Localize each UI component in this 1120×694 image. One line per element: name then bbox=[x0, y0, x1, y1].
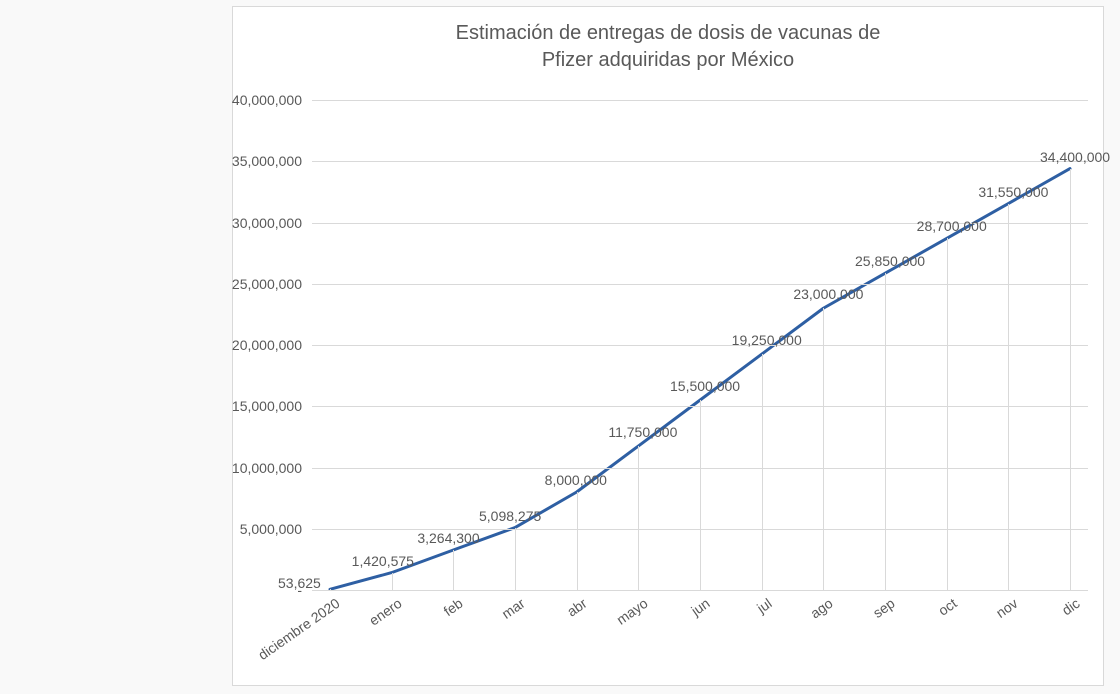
drop-line bbox=[515, 528, 516, 590]
data-label: 25,850,000 bbox=[855, 253, 925, 269]
gridline bbox=[312, 345, 1088, 346]
gridline bbox=[312, 100, 1088, 101]
data-label: 19,250,000 bbox=[732, 332, 802, 348]
drop-line bbox=[453, 550, 454, 590]
drop-line bbox=[1070, 169, 1071, 590]
data-label: 53,625 bbox=[278, 575, 321, 591]
drop-line bbox=[700, 400, 701, 590]
y-tick-label: 15,000,000 bbox=[232, 398, 312, 414]
data-label: 8,000,000 bbox=[545, 472, 607, 488]
drop-line bbox=[762, 354, 763, 590]
drop-line bbox=[947, 238, 948, 590]
y-tick-label: 35,000,000 bbox=[232, 153, 312, 169]
data-label: 15,500,000 bbox=[670, 378, 740, 394]
data-label: 28,700,000 bbox=[917, 218, 987, 234]
y-tick-label: 40,000,000 bbox=[232, 92, 312, 108]
drop-line bbox=[1008, 204, 1009, 590]
drop-line bbox=[577, 492, 578, 590]
y-tick-label: 20,000,000 bbox=[232, 337, 312, 353]
plot-area: -5,000,00010,000,00015,000,00020,000,000… bbox=[312, 100, 1088, 590]
gridline bbox=[312, 161, 1088, 162]
data-label: 1,420,575 bbox=[352, 553, 414, 569]
drop-line bbox=[392, 573, 393, 590]
data-label: 11,750,000 bbox=[608, 424, 677, 440]
y-tick-label: 30,000,000 bbox=[232, 215, 312, 231]
data-label: 31,550,000 bbox=[978, 184, 1048, 200]
chart-title: Estimación de entregas de dosis de vacun… bbox=[232, 20, 1104, 74]
drop-line bbox=[638, 446, 639, 590]
data-label: 3,264,300 bbox=[417, 530, 479, 546]
y-tick-label: 25,000,000 bbox=[232, 276, 312, 292]
y-tick-label: 5,000,000 bbox=[240, 521, 312, 537]
data-label: 34,400,000 bbox=[1040, 149, 1110, 165]
drop-line bbox=[823, 308, 824, 590]
drop-line bbox=[885, 273, 886, 590]
y-tick-label: 10,000,000 bbox=[232, 460, 312, 476]
data-label: 5,098,275 bbox=[479, 508, 541, 524]
gridline bbox=[312, 284, 1088, 285]
data-label: 23,000,000 bbox=[793, 286, 863, 302]
